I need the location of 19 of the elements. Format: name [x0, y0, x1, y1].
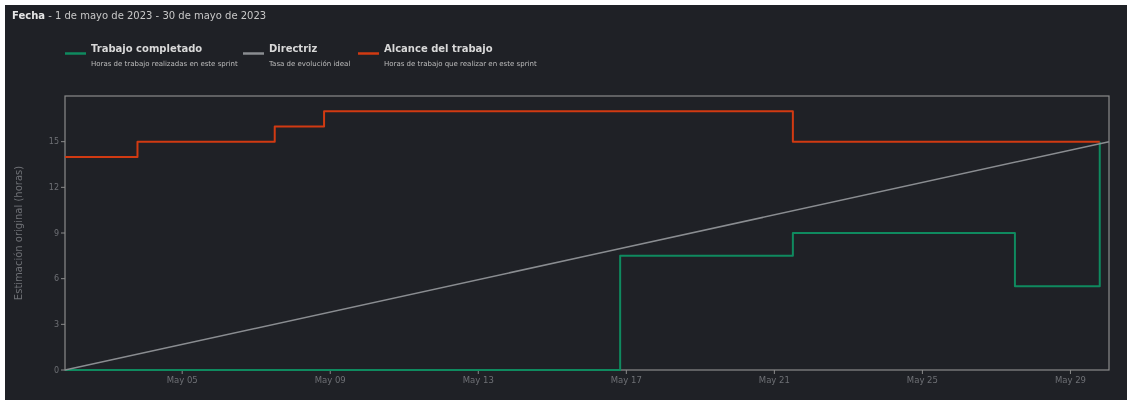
y-axis-title: Estimación original (horas): [13, 165, 24, 301]
x-tick-label: May 05: [166, 375, 198, 385]
chart-title: Fecha: [12, 10, 46, 21]
legend-label: Alcance del trabajo: [384, 43, 493, 54]
x-tick-label: May 21: [758, 375, 790, 385]
y-tick-label: 0: [53, 365, 59, 375]
y-tick-label: 12: [48, 183, 59, 193]
legend-label: Directriz: [269, 43, 318, 54]
x-tick-label: May 13: [462, 375, 494, 385]
legend-label: Trabajo completado: [91, 43, 203, 54]
y-tick-label: 3: [53, 320, 59, 330]
x-tick-label: May 17: [610, 375, 642, 385]
y-tick-label: 6: [53, 274, 59, 284]
x-tick-label: May 29: [1054, 375, 1086, 385]
x-tick-label: May 09: [314, 375, 346, 385]
x-tick-label: May 25: [906, 375, 938, 385]
y-tick-label: 15: [48, 137, 59, 147]
chart-subtitle: - 1 de mayo de 2023 - 30 de mayo de 2023: [45, 10, 267, 21]
y-tick-label: 9: [53, 228, 59, 238]
